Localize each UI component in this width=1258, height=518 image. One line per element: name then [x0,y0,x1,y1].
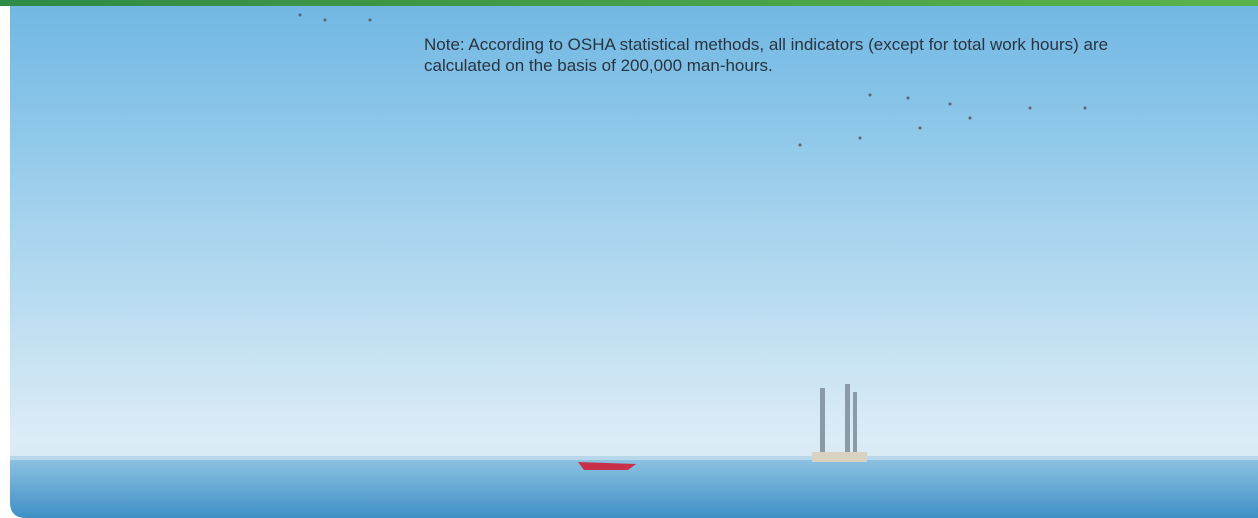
background-image [0,0,1258,518]
page: Note: According to OSHA statistical meth… [0,0,1258,518]
note-text: Note: According to OSHA statistical meth… [424,34,1124,76]
